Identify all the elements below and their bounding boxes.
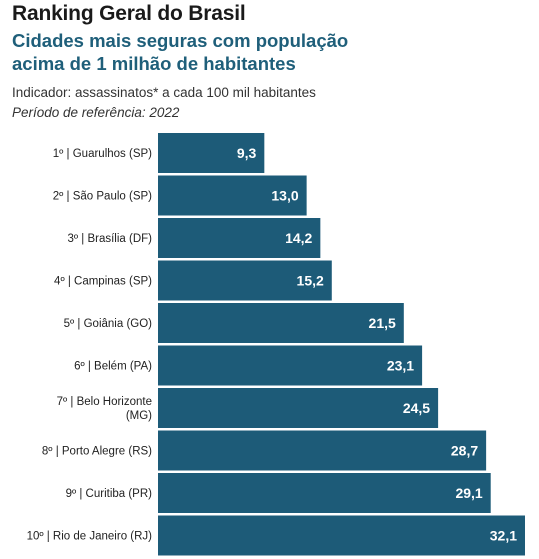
value-label-8: 28,7 bbox=[451, 443, 478, 459]
category-label-7: 7º | Belo Horizonte (MG) bbox=[57, 396, 153, 422]
value-label-3: 14,2 bbox=[285, 230, 312, 246]
category-label-4: 4º | Campinas (SP) bbox=[54, 276, 152, 288]
value-label-4: 15,2 bbox=[297, 273, 324, 289]
value-label-5: 21,5 bbox=[369, 315, 396, 331]
category-label-5: 5º | Goiânia (GO) bbox=[64, 318, 153, 330]
value-label-2: 13,0 bbox=[271, 188, 298, 204]
indicator-note: Indicador: assassinatos* a cada 100 mil … bbox=[12, 85, 316, 100]
category-label-3: 3º | Brasília (DF) bbox=[67, 233, 152, 245]
bar-4 bbox=[158, 260, 332, 301]
value-label-1: 9,3 bbox=[237, 145, 257, 161]
bar-8 bbox=[158, 430, 487, 471]
bar-2 bbox=[158, 175, 307, 216]
bar-10 bbox=[158, 515, 525, 556]
value-label-10: 32,1 bbox=[490, 528, 517, 544]
category-label-2: 2º | São Paulo (SP) bbox=[53, 191, 152, 203]
bar-9 bbox=[158, 473, 491, 513]
category-label-6: 6º | Belém (PA) bbox=[74, 361, 152, 373]
chart-subtitle: Cidades mais seguras com população acima… bbox=[12, 30, 349, 74]
category-label-9: 9º | Curitiba (PR) bbox=[66, 488, 153, 500]
category-label-10: 10º | Rio de Janeiro (RJ) bbox=[27, 531, 153, 543]
value-label-9: 29,1 bbox=[455, 485, 482, 501]
category-label-8: 8º | Porto Alegre (RS) bbox=[42, 446, 152, 458]
category-label-1: 1º | Guarulhos (SP) bbox=[53, 148, 152, 160]
bar-7 bbox=[158, 388, 439, 428]
chart-title: Ranking Geral do Brasil bbox=[12, 2, 246, 25]
value-label-7: 24,5 bbox=[403, 400, 430, 416]
ranking-bar-chart: 9,3 1º | Guarulhos (SP) 13,0 2º | São Paulo… bbox=[27, 133, 525, 556]
bar-5 bbox=[158, 303, 404, 343]
period-note: Período de referência: 2022 bbox=[12, 105, 180, 120]
bar-1 bbox=[158, 133, 265, 173]
bar-3 bbox=[158, 218, 321, 258]
value-label-6: 23,1 bbox=[387, 358, 414, 374]
bar-6 bbox=[158, 345, 423, 386]
